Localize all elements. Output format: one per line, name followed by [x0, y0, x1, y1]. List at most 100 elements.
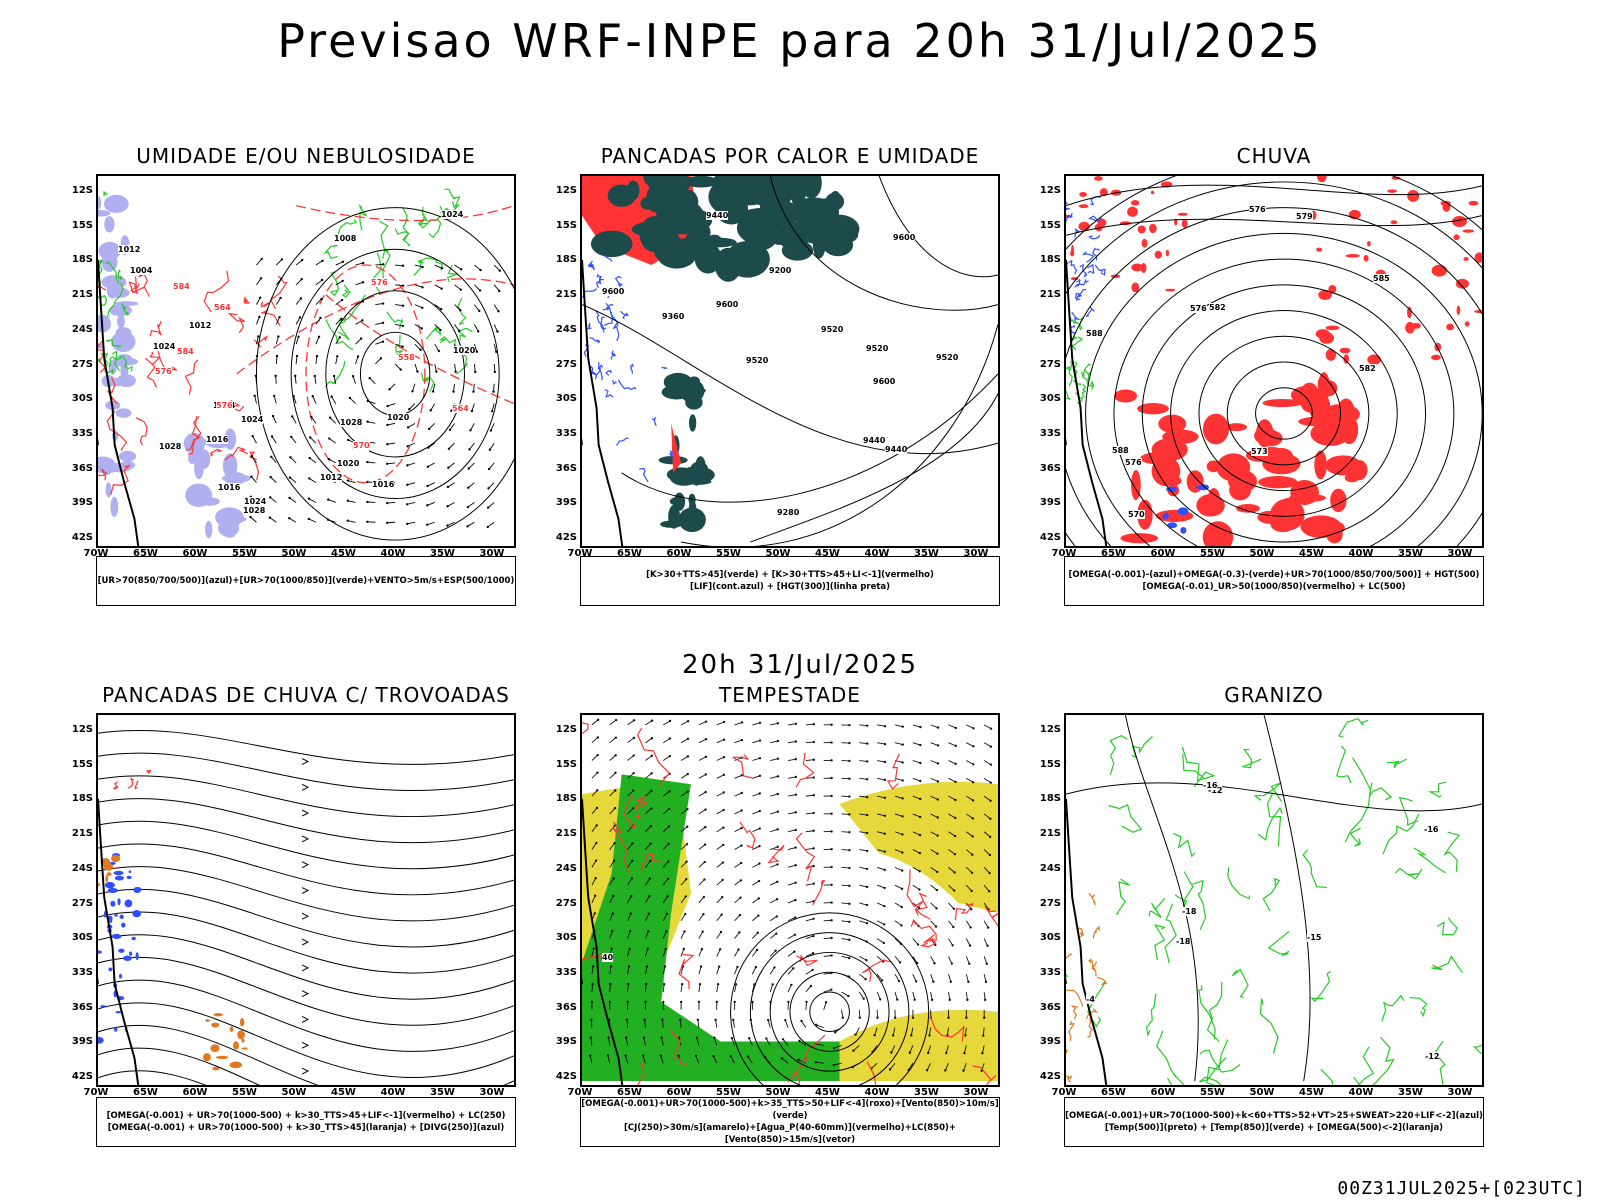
- contour-label: -16: [1424, 825, 1439, 834]
- longitude-label: 60W: [182, 1087, 208, 1098]
- longitude-label: 35W: [1398, 548, 1423, 559]
- panel-title: CHUVA: [1236, 144, 1312, 168]
- contour-label: 1012: [320, 473, 343, 482]
- map-layer: [582, 176, 998, 546]
- latitude-label: 39S: [71, 497, 93, 509]
- contour-label: 9600: [716, 300, 739, 309]
- forecast-map: 40: [580, 713, 1000, 1087]
- longitude-label: 40W: [1348, 1087, 1374, 1098]
- contour-label: 564: [452, 404, 469, 413]
- contour-label: 584: [177, 347, 194, 356]
- map-layer: [98, 729, 514, 1085]
- latitude-label: 27S: [1039, 358, 1061, 370]
- latitude-label: 15S: [1039, 219, 1061, 231]
- latitude-label: 42S: [71, 1071, 93, 1082]
- latitude-label: 15S: [555, 219, 577, 231]
- contour-label: 9520: [866, 344, 889, 353]
- longitude-label: 30W: [1447, 548, 1473, 559]
- contour-label: 1028: [243, 506, 266, 515]
- latitude-label: 27S: [1039, 897, 1061, 909]
- contour-label: 9360: [662, 312, 685, 321]
- contour-label: 9600: [873, 377, 896, 386]
- panel-title: PANCADAS DE CHUVA C/ TROVOADAS: [102, 683, 510, 707]
- contour-label: 9520: [746, 356, 769, 365]
- longitude-label: 45W: [815, 1087, 840, 1098]
- contour-label: 1024: [244, 497, 267, 506]
- latitude-label: 33S: [555, 427, 577, 439]
- contour-label: 9520: [936, 353, 959, 362]
- longitude-label: 50W: [765, 1087, 791, 1098]
- latitude-label: 21S: [71, 828, 93, 840]
- contour-label: 1016: [372, 480, 395, 489]
- contour-label: 558: [398, 353, 415, 362]
- latitude-label: 30S: [1039, 393, 1061, 405]
- contour-label: 1020: [337, 459, 360, 468]
- latitude-label: 42S: [555, 532, 577, 543]
- latitude-label: 24S: [1039, 862, 1061, 874]
- latitude-label: 12S: [555, 724, 577, 735]
- contour-label: 40: [602, 953, 614, 962]
- legend-line: [UR>70(850/700/500)](azul)+[UR>70(1000/8…: [97, 576, 515, 586]
- contour-label: 570: [353, 441, 370, 450]
- longitude-label: 70W: [83, 1087, 109, 1098]
- contour-label: 584: [173, 282, 190, 291]
- contour-label: 1020: [387, 413, 410, 422]
- latitude-label: 18S: [555, 793, 577, 805]
- contour-label: 576: [155, 367, 172, 376]
- latitude-label: 15S: [1039, 758, 1061, 770]
- longitude-label: 30W: [479, 1087, 505, 1098]
- contour-label: 9440: [863, 436, 886, 445]
- latitude-label: 39S: [71, 1036, 93, 1048]
- longitude-label: 65W: [133, 548, 158, 559]
- longitude-label: 50W: [1249, 1087, 1275, 1098]
- contour-label: 1012: [118, 245, 141, 254]
- longitude-label: 30W: [963, 548, 989, 559]
- longitude-label: 70W: [567, 1087, 593, 1098]
- latitude-label: 15S: [555, 758, 577, 770]
- forecast-map: 9600 9600 9600 9600 9520 9520 9520 9520 9440 9440…: [580, 174, 1000, 548]
- contour-label: 576: [216, 401, 233, 410]
- legend-line: [K>30+TTS>45](verde) + [K>30+TTS>45+LI<-…: [646, 570, 934, 580]
- latitude-label: 27S: [71, 897, 93, 909]
- panel-title: GRANIZO: [1224, 683, 1324, 707]
- contour-label: -18: [1182, 907, 1197, 916]
- contour-label: 1004: [130, 266, 153, 275]
- contour-label: 1020: [453, 346, 476, 355]
- contour-label: -15: [1307, 933, 1322, 942]
- longitude-label: 40W: [1348, 548, 1374, 559]
- latitude-label: 21S: [555, 828, 577, 840]
- legend-line: [CJ(250)>30m/s](amarelo)+[Agua_P(40-60mm…: [623, 1123, 957, 1145]
- latitude-label: 21S: [1039, 289, 1061, 301]
- longitude-label: 55W: [1200, 548, 1225, 559]
- map-layer: [1066, 176, 1482, 546]
- contour-label: 585: [1373, 274, 1390, 283]
- latitude-label: 42S: [1039, 532, 1061, 543]
- contour-label: 9520: [821, 325, 844, 334]
- latitude-label: 42S: [1039, 1071, 1061, 1082]
- page-title: Previsao WRF-INPE para 20h 31/Jul/2025: [277, 14, 1323, 68]
- latitude-label: 33S: [1039, 427, 1061, 439]
- contour-label: 573: [1251, 447, 1268, 456]
- latitude-label: 27S: [71, 358, 93, 370]
- panel-title: TEMPESTADE: [719, 683, 861, 707]
- latitude-label: 39S: [555, 497, 577, 509]
- latitude-label: 21S: [1039, 828, 1061, 840]
- legend-line: [OMEGA(-0.001)+UR>70(1000-500)+k>35_TTS>…: [581, 1099, 999, 1121]
- contour-label: 1016: [218, 483, 241, 492]
- contour-label: -12: [1208, 786, 1223, 795]
- longitude-label: 55W: [1200, 1087, 1225, 1098]
- longitude-label: 30W: [479, 548, 505, 559]
- contour-label: 1008: [334, 234, 357, 243]
- longitude-label: 60W: [182, 548, 208, 559]
- panel-legend: [OMEGA(-0.001)+UR>70(1000-500)+k>35_TTS>…: [580, 1097, 1000, 1147]
- map-layer: [582, 718, 998, 1085]
- latitude-label: 39S: [1039, 1036, 1061, 1048]
- legend-line: [OMEGA(-0.001) + UR>70(1000-500) + k>30_…: [106, 1111, 506, 1121]
- contour-label: -16: [1203, 781, 1218, 790]
- contour-label: 1024: [153, 342, 176, 351]
- longitude-label: 65W: [617, 548, 642, 559]
- longitude-label: 65W: [1101, 1087, 1126, 1098]
- longitude-label: 50W: [765, 548, 791, 559]
- contour-label: 1024: [241, 415, 264, 424]
- contour-label: 576: [371, 278, 388, 287]
